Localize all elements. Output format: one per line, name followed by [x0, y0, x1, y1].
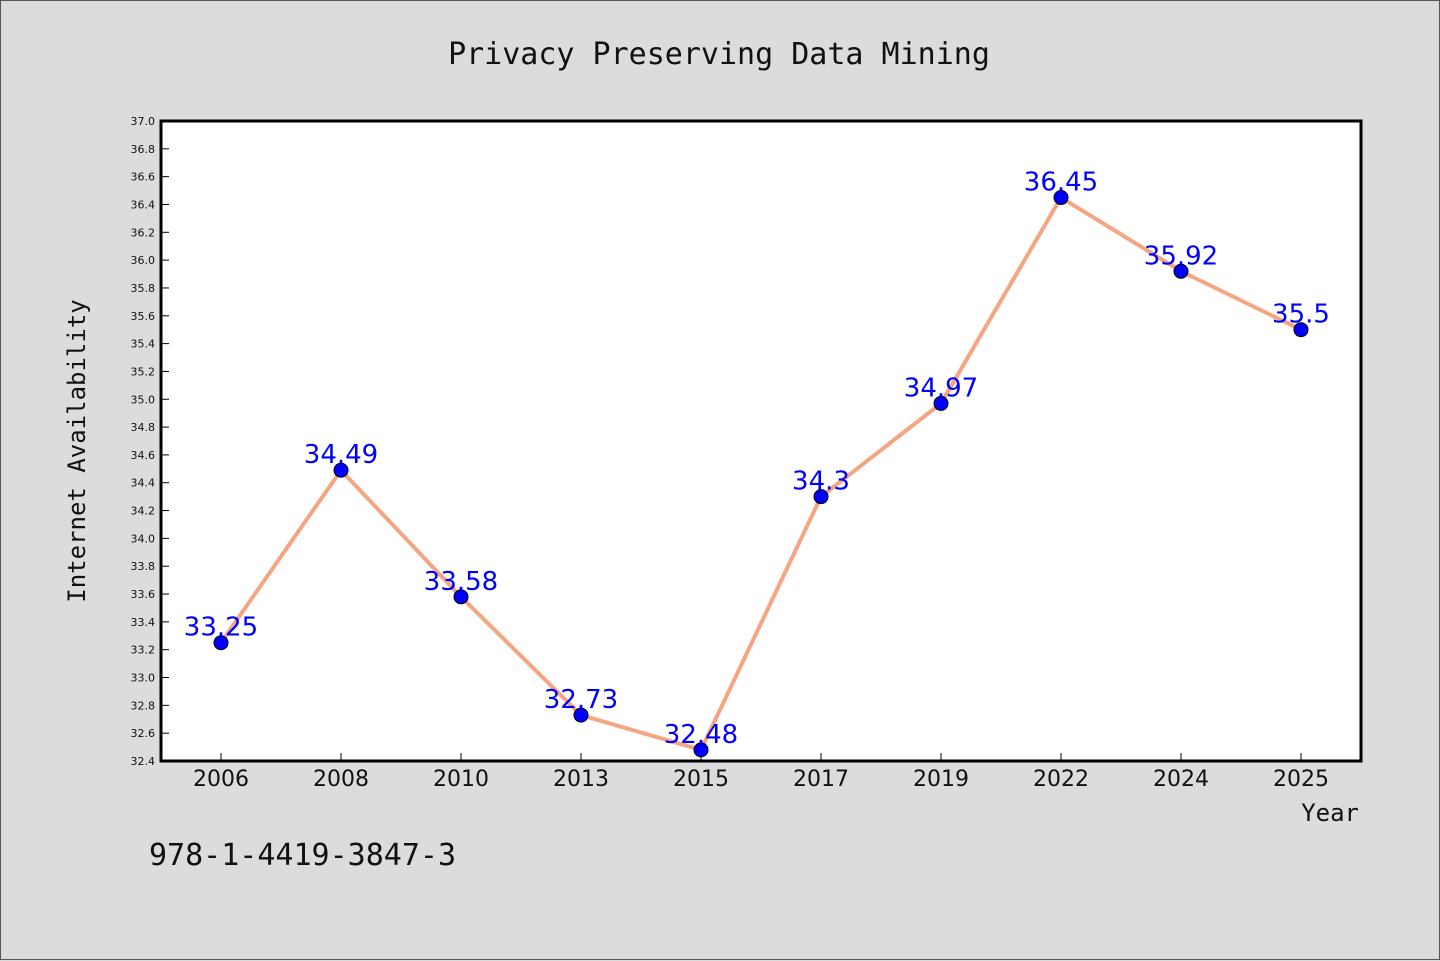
- x-tick-label: 2019: [913, 767, 969, 792]
- y-tick-label: 33.4: [131, 616, 156, 629]
- data-label: 35.92: [1144, 241, 1218, 271]
- x-tick-label: 2017: [793, 767, 849, 792]
- x-tick-label: 2013: [553, 767, 609, 792]
- data-point-marker: [573, 707, 589, 723]
- y-tick-label: 33.8: [131, 560, 156, 573]
- y-tick-label: 35.2: [131, 365, 156, 378]
- data-point-marker: [453, 589, 469, 605]
- x-tick-label: 2022: [1033, 767, 1089, 792]
- data-point-marker: [933, 395, 949, 411]
- y-tick-label: 33.6: [131, 588, 156, 601]
- y-tick-label: 33.2: [131, 644, 156, 657]
- chart-title: Privacy Preserving Data Mining: [448, 37, 990, 72]
- data-label: 33.58: [424, 567, 498, 597]
- y-tick-label: 35.6: [131, 310, 156, 323]
- y-tick-label: 32.6: [131, 727, 156, 740]
- y-tick-label: 36.4: [131, 198, 156, 211]
- x-tick-label: 2015: [673, 767, 729, 792]
- data-point-marker: [213, 635, 229, 651]
- y-tick-label: 34.4: [131, 477, 156, 490]
- y-tick-label: 36.2: [131, 226, 156, 239]
- x-axis: 2006 2008 2010 2013 2015 2017 2019 2022 2024 2025: [193, 753, 1329, 792]
- data-point-marker: [693, 742, 709, 758]
- data-point-marker: [333, 462, 349, 478]
- x-tick-label: 2006: [193, 767, 249, 792]
- y-tick-label: 35.8: [131, 282, 156, 295]
- data-label: 33.25: [184, 613, 258, 643]
- plot-area: [159, 119, 1363, 763]
- data-label: 34.3: [792, 467, 850, 497]
- y-tick-label: 34.8: [131, 421, 156, 434]
- data-label: 32.73: [544, 685, 618, 715]
- y-tick-label: 35.0: [131, 393, 156, 406]
- series-line-group: 33.25 34.49 33.58 32.73 32.48 34.3 34.97 36.45 3…: [184, 168, 1330, 758]
- y-tick-label: 34.2: [131, 505, 156, 518]
- data-label: 32.48: [664, 720, 738, 750]
- y-tick-label: 36.8: [131, 143, 156, 156]
- y-tick-label: 35.4: [131, 338, 156, 351]
- data-label: 34.97: [904, 373, 978, 403]
- data-label: 34.49: [304, 440, 378, 470]
- data-point-marker: [1053, 190, 1069, 206]
- y-axis-title: Internet Availability: [63, 299, 91, 602]
- data-point-marker: [1293, 322, 1309, 338]
- y-tick-label: 34.0: [131, 532, 156, 545]
- series-line: [219, 195, 1302, 752]
- y-tick-label: 32.4: [131, 755, 156, 768]
- data-label: 35.5: [1272, 300, 1330, 330]
- x-tick-label: 2024: [1153, 767, 1209, 792]
- y-tick-label: 34.6: [131, 449, 156, 462]
- data-point-marker: [1173, 263, 1189, 279]
- isbn-text: 978-1-4419-3847-3: [149, 838, 456, 873]
- x-tick-label: 2010: [433, 767, 489, 792]
- y-tick-label: 37.0: [131, 115, 156, 128]
- data-point-marker: [813, 489, 829, 505]
- x-tick-label: 2008: [313, 767, 369, 792]
- y-tick-label: 32.8: [131, 699, 156, 712]
- y-axis: 32.4 32.6 32.8 33.0 33.2 33.4 33.6 33.8 34.0 34.2…: [131, 115, 169, 768]
- x-tick-label: 2025: [1273, 767, 1329, 792]
- y-tick-label: 36.0: [131, 254, 156, 267]
- data-label: 36.45: [1024, 168, 1098, 198]
- y-tick-label: 36.6: [131, 171, 156, 184]
- x-axis-title: Year: [1301, 799, 1359, 827]
- y-tick-label: 33.0: [131, 672, 156, 685]
